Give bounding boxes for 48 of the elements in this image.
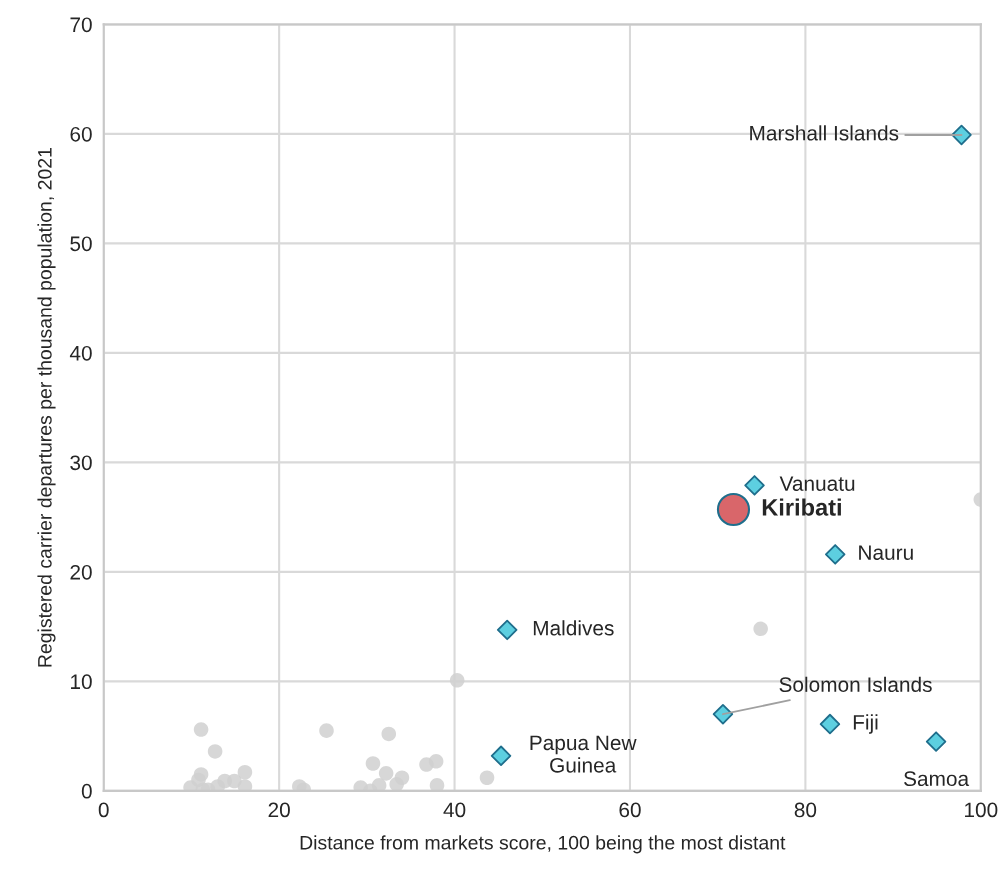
point xyxy=(716,492,751,527)
annotation: Papua New Guinea xyxy=(530,735,637,773)
annotation: Kiribati xyxy=(762,498,841,516)
annotation: Maldives xyxy=(533,620,614,636)
point xyxy=(371,778,387,791)
point xyxy=(449,672,465,688)
point xyxy=(925,731,947,752)
point xyxy=(819,713,841,735)
point xyxy=(207,744,223,759)
y-tick-label: 20 xyxy=(70,564,92,580)
point xyxy=(824,544,846,565)
point xyxy=(429,778,445,791)
point xyxy=(490,745,512,767)
y-tick-label: 40 xyxy=(69,345,92,361)
x-tick-label: 20 xyxy=(268,802,290,818)
x-axis-title: Distance from markets score, 100 being the most distant xyxy=(300,835,786,854)
point xyxy=(193,722,209,737)
annotation: Nauru xyxy=(859,545,913,560)
point xyxy=(378,766,394,781)
annotation: Marshall Islands xyxy=(750,125,899,141)
point xyxy=(496,619,518,641)
point xyxy=(237,779,253,791)
annotation: Samoa xyxy=(904,771,970,787)
x-tick-label: 0 xyxy=(98,802,109,818)
point xyxy=(237,764,253,780)
y-tick-label: 30 xyxy=(70,455,92,471)
y-axis-title: Registered carrier departures per thousand population, 2021 xyxy=(37,148,56,667)
y-tick-label: 10 xyxy=(71,674,92,690)
annotation: Solomon Islands xyxy=(779,676,932,693)
annotation: Fiji xyxy=(853,714,878,734)
y-tick-label: 60 xyxy=(70,126,92,142)
point xyxy=(319,723,334,738)
x-tick-label: 100 xyxy=(965,802,998,818)
y-tick-label: 70 xyxy=(70,17,92,33)
annotation: Vanuatu xyxy=(779,476,855,491)
point xyxy=(712,703,734,725)
point xyxy=(428,754,444,769)
point xyxy=(394,770,410,786)
x-tick-label: 40 xyxy=(443,802,466,818)
point xyxy=(744,475,765,496)
y-tick-label: 0 xyxy=(81,783,92,799)
point xyxy=(753,621,768,637)
point xyxy=(479,770,495,786)
y-tick-label: 50 xyxy=(70,236,92,252)
point xyxy=(365,756,381,771)
x-tick-label: 60 xyxy=(619,802,641,818)
x-tick-label: 80 xyxy=(794,802,817,818)
point xyxy=(381,726,397,742)
